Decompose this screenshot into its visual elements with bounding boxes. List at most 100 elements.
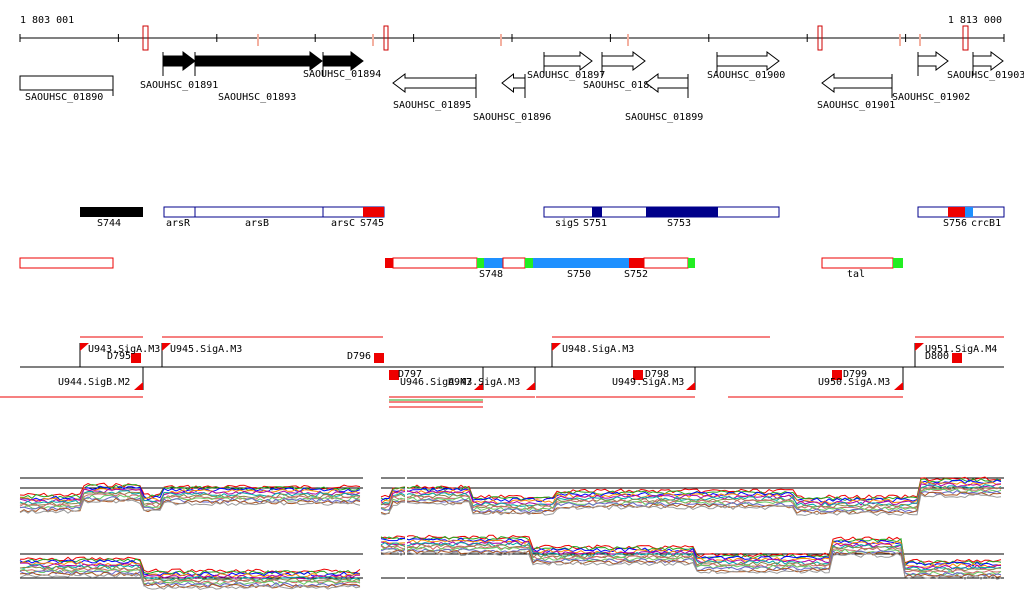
feature — [80, 207, 143, 217]
expression-trace — [380, 537, 1002, 567]
feature — [965, 207, 973, 217]
feature — [525, 258, 533, 268]
gene-label: SAOUHSC_01900 — [707, 70, 785, 81]
gene-label: SAOUHSC_01897 — [527, 70, 605, 81]
gene-label: SAOUHSC_01893 — [218, 92, 296, 103]
feature-label: S750 — [567, 269, 591, 280]
feature — [163, 206, 385, 218]
promoter-flag — [474, 382, 483, 390]
feature — [484, 258, 503, 268]
promoter-label: D797 — [398, 369, 422, 380]
feature — [502, 257, 526, 269]
feature — [821, 257, 894, 269]
feature — [533, 258, 629, 268]
promoter-flag — [134, 382, 143, 390]
feature-label: arsB — [245, 218, 269, 229]
marker — [142, 25, 149, 51]
expression-trace — [380, 478, 1002, 502]
feature — [385, 258, 393, 268]
feature-label: arsC — [331, 218, 355, 229]
feature — [893, 258, 903, 268]
feature — [374, 353, 384, 363]
expression-trace — [380, 479, 1002, 503]
feature-label: S745 — [360, 218, 384, 229]
feature — [952, 353, 962, 363]
gene — [322, 51, 364, 71]
gene — [716, 51, 780, 71]
feature — [688, 258, 695, 268]
promoter-label: D800 — [925, 351, 949, 362]
gene-label: SAOUHSC_01902 — [892, 92, 970, 103]
promoter-label: U945.SigA.M3 — [170, 344, 242, 355]
feature — [19, 257, 114, 269]
promoter-flag — [80, 343, 89, 351]
expression-trace — [19, 492, 361, 509]
feature — [389, 370, 399, 380]
promoter-flag — [894, 382, 903, 390]
promoter-label: D799 — [843, 369, 867, 380]
feature-label: tal — [847, 269, 865, 280]
gene-label: SAOUHSC_01894 — [303, 69, 381, 80]
feature — [948, 207, 965, 217]
gene-label: SAOUHSC_01903 — [947, 70, 1024, 81]
gene — [162, 51, 196, 71]
feature — [832, 370, 842, 380]
promoter-flag — [915, 343, 924, 351]
expression-trace — [380, 538, 1002, 568]
promoter-label: D798 — [645, 369, 669, 380]
expression-trace — [380, 543, 1002, 573]
marker — [817, 25, 823, 51]
promoter-label: D795 — [107, 351, 131, 362]
expression-trace — [380, 546, 1002, 576]
expression-trace — [380, 488, 1002, 512]
feature-label: S753 — [667, 218, 691, 229]
gene-label: SAOUHSC_01898 — [583, 80, 661, 91]
gene — [917, 51, 949, 71]
expression-trace — [19, 482, 361, 498]
feature — [131, 353, 141, 363]
promoter-flag — [162, 343, 171, 351]
promoter-label: U947.SigA.M3 — [448, 377, 520, 388]
feature — [363, 207, 384, 217]
promoter-label: U951.SigA.M4 — [925, 344, 997, 355]
feature — [477, 258, 484, 268]
gene-label: SAOUHSC_01891 — [140, 80, 218, 91]
expression-trace — [19, 487, 361, 502]
promoter-label: U944.SigB.M2 — [58, 377, 130, 388]
feature-label: arsR — [166, 218, 191, 229]
gene-label: SAOUHSC_01890 — [25, 92, 103, 103]
feature-label: sigS — [555, 218, 579, 229]
expression-trace — [19, 491, 361, 507]
feature — [646, 207, 718, 217]
gene — [972, 51, 1004, 71]
feature-label: S752 — [624, 269, 648, 280]
promoter-label: U948.SigA.M3 — [562, 344, 634, 355]
feature-label: crcB1 — [971, 218, 1001, 229]
gene-label: SAOUHSC_01895 — [393, 100, 471, 111]
expression-trace — [19, 490, 361, 506]
gene — [601, 51, 646, 71]
feature — [392, 257, 478, 269]
gene-label: SAOUHSC_01899 — [625, 112, 703, 123]
promoter-label: U946.SigA.M3 — [400, 377, 472, 388]
gene — [645, 73, 689, 93]
gene — [194, 51, 323, 71]
feature — [592, 207, 602, 217]
expression-trace — [380, 535, 1002, 566]
feature-label: S751 — [583, 218, 607, 229]
expression-trace — [380, 551, 1002, 580]
feature — [633, 370, 643, 380]
promoter-flag — [526, 382, 535, 390]
gene — [543, 51, 593, 71]
expression-trace — [380, 493, 1002, 517]
promoter-flag — [686, 382, 695, 390]
expression-trace — [19, 573, 361, 591]
expression-trace — [19, 499, 361, 514]
expression-trace — [380, 534, 1002, 564]
ruler-end: 1 813 000 — [948, 15, 1002, 26]
promoter-label: U943.SigA.M3 — [88, 344, 160, 355]
expression-trace — [19, 564, 361, 581]
gene — [821, 73, 893, 93]
promoter-label: U950.SigA.M3 — [818, 377, 890, 388]
